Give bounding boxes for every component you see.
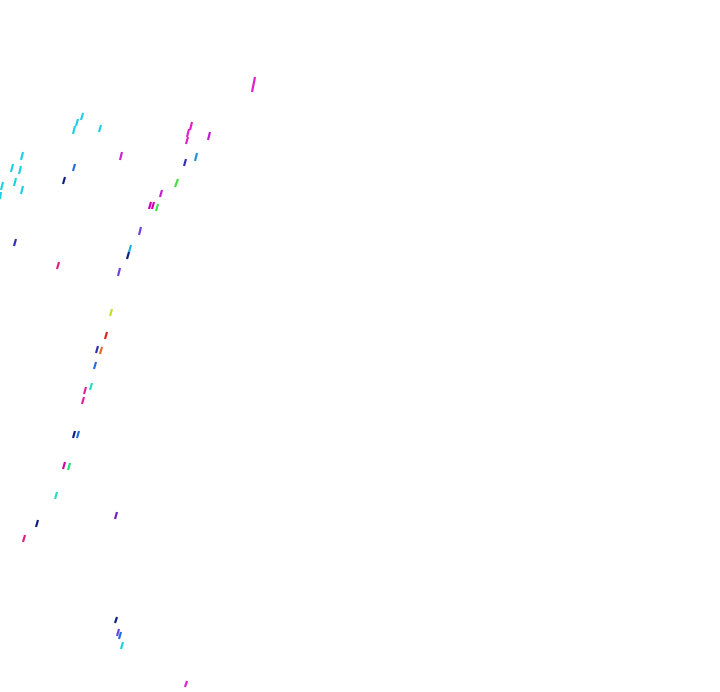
dash: [125, 251, 131, 260]
dash: [103, 331, 109, 340]
dash: [150, 201, 156, 210]
dash: [147, 201, 153, 210]
dash: [0, 191, 3, 200]
dash: [17, 165, 23, 175]
dash: [193, 152, 199, 162]
marks: [0, 76, 257, 688]
dash: [79, 112, 85, 121]
dash: [158, 189, 164, 198]
dash: [183, 680, 189, 688]
dash: [19, 185, 25, 195]
dash: [113, 616, 119, 624]
dash: [21, 534, 27, 543]
dash: [9, 163, 15, 173]
dash: [188, 121, 194, 131]
dash: [61, 176, 67, 185]
dash: [71, 125, 77, 135]
dash: [116, 267, 122, 277]
dash: [92, 361, 98, 370]
dash: [206, 131, 212, 141]
dash: [19, 151, 25, 161]
dash: [94, 345, 100, 354]
dash: [66, 462, 72, 471]
dash: [117, 631, 123, 640]
dash: [154, 203, 160, 212]
dash: [98, 346, 104, 355]
dash: [0, 181, 5, 191]
dash: [115, 628, 121, 637]
dash: [74, 118, 80, 127]
dash: [53, 491, 59, 500]
dash: [119, 641, 125, 650]
dash: [182, 158, 188, 167]
dash: [55, 261, 61, 270]
dash: [71, 430, 77, 439]
dash: [71, 163, 77, 172]
dash: [185, 128, 191, 138]
dash: [12, 177, 18, 187]
dash: [97, 124, 103, 133]
dash: [118, 151, 124, 161]
dash: [34, 519, 40, 528]
dash: [184, 136, 190, 145]
dash: [61, 461, 67, 470]
dash: [82, 386, 88, 395]
dash: [75, 430, 81, 439]
dash: [173, 178, 180, 188]
dash: [88, 382, 94, 391]
dash: [127, 244, 133, 253]
dash: [80, 396, 86, 405]
dash: [12, 238, 18, 247]
dash: [108, 308, 114, 317]
dash: [137, 226, 143, 236]
dash: [250, 76, 257, 93]
dash: [113, 511, 119, 520]
